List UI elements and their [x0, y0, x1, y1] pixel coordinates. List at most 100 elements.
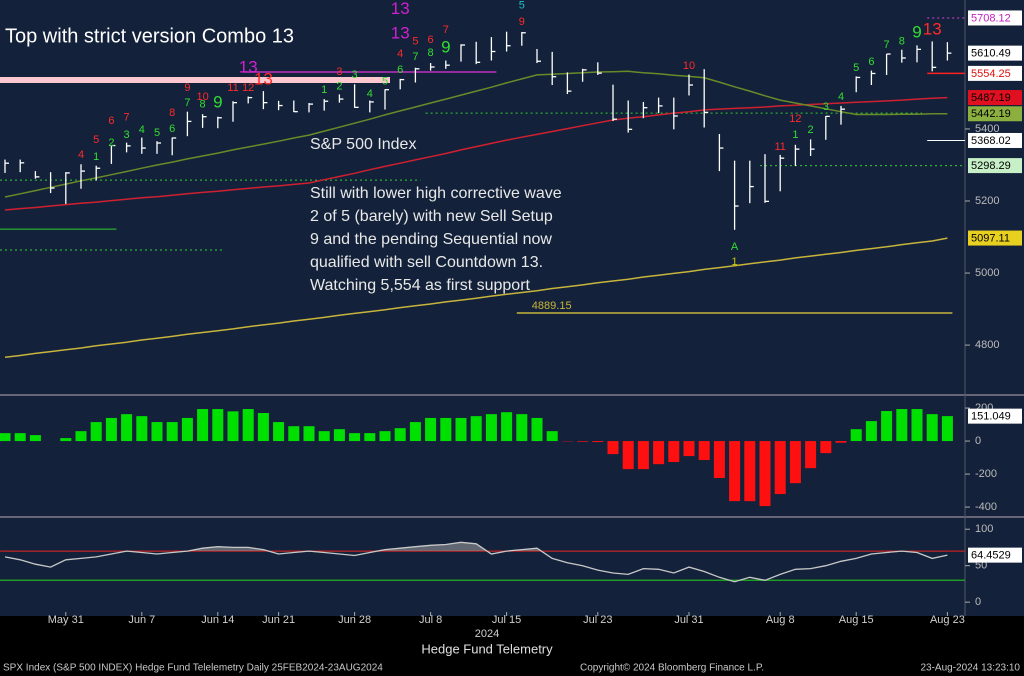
histogram-bar	[197, 409, 209, 442]
td-count: 9	[184, 82, 190, 94]
histogram-bar	[881, 411, 893, 442]
price-tag-label: 5442.19	[971, 108, 1011, 120]
histogram-bar	[759, 441, 771, 507]
histogram-bar	[896, 409, 908, 442]
x-tick-label: Jul 23	[583, 614, 612, 626]
td-count: 10	[196, 91, 208, 103]
td-count: 8	[899, 36, 905, 48]
td-count: 9	[519, 16, 525, 28]
histogram-bar	[637, 441, 649, 470]
y-tick-label: 5000	[975, 267, 999, 279]
histogram-bar	[181, 417, 193, 442]
td-count: 2	[336, 81, 342, 93]
td-count: 4	[397, 48, 403, 60]
td-count: 7	[124, 112, 130, 124]
price-tag-label: 5368.02	[971, 135, 1011, 147]
histogram-bar	[257, 413, 269, 442]
annotation-line: 9 and the pending Sequential now	[310, 231, 552, 248]
td-count: 9	[213, 93, 222, 112]
histogram-bar	[60, 438, 72, 442]
footer-center: Copyright© 2024 Bloomberg Finance L.P.	[580, 663, 764, 674]
price-tag-label: 5097.11	[971, 232, 1010, 244]
td-count: A	[731, 241, 739, 253]
y-tick-label: -400	[975, 501, 997, 513]
x-tick-label: Jun 21	[262, 614, 295, 626]
histogram-bar	[744, 441, 756, 502]
td-count: 1	[321, 84, 327, 96]
histogram-bar	[653, 441, 665, 465]
x-tick-label: Jun 28	[338, 614, 371, 626]
td-count: 5	[853, 62, 859, 74]
price-tag-label: 5487.19	[971, 92, 1011, 104]
histogram-bar	[592, 441, 604, 443]
histogram-bar	[166, 422, 178, 442]
td-count: 4	[367, 88, 373, 100]
td-count: 5	[412, 36, 418, 48]
y-tick-label: -200	[975, 468, 997, 480]
plot-background	[0, 0, 1024, 616]
price-tag	[968, 10, 1022, 26]
oscillator-line	[4, 541, 948, 583]
x-tick-label: Aug 23	[930, 614, 965, 626]
y-tick-label: 5400	[975, 123, 999, 135]
histogram-bar	[29, 435, 41, 442]
td-count: 8	[428, 47, 434, 59]
histogram-bar	[470, 416, 482, 442]
price-tag-label: 151.049	[971, 411, 1011, 423]
histogram-bar	[333, 429, 345, 442]
price-tag	[968, 106, 1022, 122]
price-tag	[968, 547, 1022, 563]
histogram-bar	[90, 422, 102, 442]
price-tag	[968, 90, 1022, 106]
histogram-bar	[273, 422, 285, 442]
td-count: 5	[93, 134, 99, 146]
histogram-bar	[136, 416, 148, 442]
price-tag-label: 5708.12	[971, 12, 1011, 24]
td-count: 12	[242, 82, 254, 94]
td-count: 3	[124, 129, 130, 141]
histogram-bar	[364, 433, 376, 442]
td-count: 13	[391, 23, 410, 42]
histogram-bar	[516, 414, 528, 442]
histogram-bar	[303, 426, 315, 442]
histogram-bar	[531, 417, 543, 442]
td-count: 4	[838, 91, 844, 103]
td-count: 3	[823, 101, 829, 113]
footer-right: 23-Aug-2024 13:23:10	[920, 663, 1020, 674]
td-count: 11	[227, 82, 238, 94]
td-count: 7	[884, 39, 890, 51]
td-count: 1	[732, 256, 738, 268]
histogram-bar	[789, 441, 801, 484]
price-tag-label: 64.4529	[971, 550, 1011, 562]
moving-average	[4, 70, 948, 198]
td-count: 13	[239, 58, 258, 77]
td-count: 7	[184, 97, 190, 109]
td-count: 13	[254, 69, 273, 88]
histogram-bar	[409, 422, 421, 442]
td-count: 10	[683, 60, 695, 72]
histogram-bar	[485, 414, 497, 442]
histogram-bar	[227, 411, 239, 442]
moving-average	[4, 237, 948, 359]
histogram-bar	[318, 431, 330, 442]
y-tick-label: 0	[975, 435, 981, 447]
price-tag	[968, 45, 1022, 61]
td-count: 13	[923, 19, 942, 38]
histogram-bar	[805, 441, 817, 469]
chart-title: Top with strict version Combo 13	[5, 25, 294, 47]
annotation-line: qualified with sell Countdown 13.	[310, 254, 543, 271]
price-tag	[968, 408, 1022, 424]
price-tag-label: 5610.49	[971, 48, 1011, 60]
histogram-bar	[820, 441, 832, 454]
td-count: 3	[336, 66, 342, 78]
price-tag	[968, 158, 1022, 174]
y-tick-label: 100	[975, 523, 993, 535]
histogram-bar	[151, 422, 163, 442]
price-tag	[968, 65, 1022, 81]
histogram-bar	[242, 409, 254, 442]
td-count: 6	[169, 123, 175, 135]
level-label: 4889.15	[532, 300, 572, 312]
td-count: 13	[391, 0, 410, 18]
td-count: 7	[443, 24, 449, 36]
